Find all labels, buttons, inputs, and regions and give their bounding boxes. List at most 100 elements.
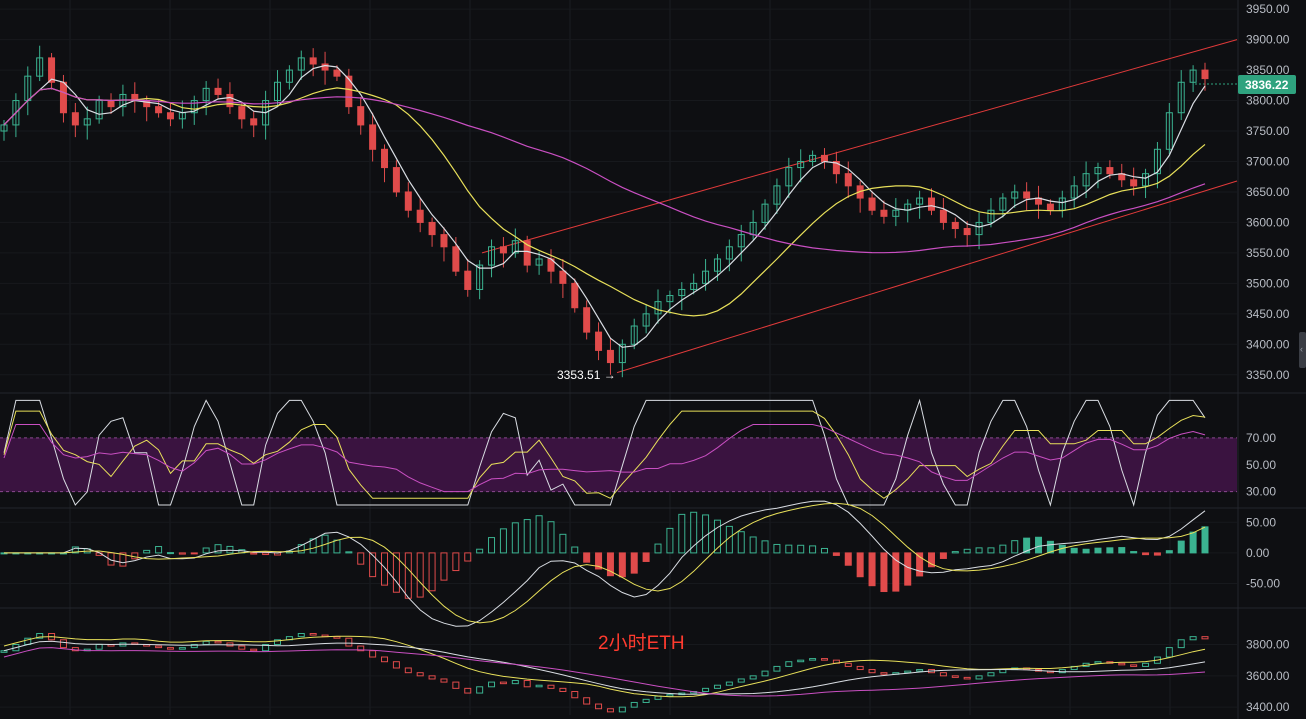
macd-bar <box>476 548 484 554</box>
overview-candle <box>428 675 436 680</box>
scroll-handle[interactable]: ‹ <box>1299 332 1306 368</box>
overview-candle <box>820 658 828 661</box>
macd-bar <box>571 546 579 554</box>
candle-body <box>868 197 876 211</box>
candle-body <box>83 118 91 126</box>
macd-bar <box>190 552 198 555</box>
candle-body <box>190 100 198 114</box>
overview-candle <box>856 665 864 671</box>
candle-body <box>369 124 377 150</box>
candle-body <box>238 106 246 120</box>
macd-bar <box>987 547 995 554</box>
current-price-label: 3836.22 <box>1245 78 1289 92</box>
candle-body <box>963 228 971 236</box>
candle-body <box>1023 191 1031 199</box>
candle-body <box>464 270 472 290</box>
macd-bar <box>1201 526 1209 554</box>
candle-body <box>737 234 745 248</box>
overview-mid-band <box>3 640 1206 695</box>
candle-body <box>1011 191 1019 199</box>
y-tick-label: 3750.00 <box>1246 124 1290 138</box>
macd-bar <box>511 522 519 554</box>
overview-candle <box>749 675 757 680</box>
overview-candle <box>36 633 44 639</box>
candle-body <box>12 100 20 126</box>
candle-body <box>1046 203 1054 211</box>
candle-body <box>0 124 8 132</box>
overview-candle <box>844 662 852 667</box>
macd-bar <box>1153 552 1161 556</box>
candle-body <box>939 209 947 223</box>
overview-panel <box>0 633 1209 713</box>
macd-bar <box>844 552 852 566</box>
macd-bar <box>975 547 983 554</box>
macd-bar <box>1046 540 1054 554</box>
candle-body <box>1201 69 1209 80</box>
overview-candle <box>725 681 733 686</box>
trend-channel <box>481 39 1238 374</box>
ma-slow-line <box>3 87 1206 254</box>
macd-bar <box>963 548 971 554</box>
overview-candle <box>595 703 603 710</box>
candle-body <box>48 57 56 83</box>
macd-bar <box>666 527 674 554</box>
candle-body <box>832 160 840 175</box>
candle-body <box>392 167 400 193</box>
candle-body <box>773 185 781 205</box>
overview-candle <box>1201 636 1209 640</box>
overview-candle <box>713 684 721 689</box>
rsi-lines <box>0 398 1237 507</box>
price-tag-bg <box>1238 75 1296 94</box>
overview-candle <box>951 675 959 678</box>
overview-candle <box>987 672 995 677</box>
candle-body <box>1177 81 1185 114</box>
macd-bar <box>1011 540 1019 554</box>
overview-candle <box>297 633 305 638</box>
macd-bar <box>250 552 258 555</box>
overview-candle <box>571 690 579 699</box>
macd-bar <box>214 544 222 554</box>
candle-body <box>761 203 769 223</box>
candle-body <box>226 93 234 108</box>
y-tick-label: 3600.00 <box>1246 669 1290 683</box>
overview-candle <box>1118 662 1126 666</box>
candle-body <box>892 209 900 217</box>
overview-candle <box>452 681 460 689</box>
overview-upper-band <box>3 635 1206 698</box>
candle-body <box>523 240 531 266</box>
candle-body <box>309 57 317 65</box>
candle-body <box>297 57 305 71</box>
y-tick-label: 3350.00 <box>1246 368 1290 382</box>
candle-body <box>654 301 662 315</box>
price-candles[interactable] <box>0 45 1209 378</box>
macd-bar <box>155 546 163 554</box>
macd-bar <box>856 552 864 578</box>
candle-body <box>1142 173 1150 187</box>
macd-bar <box>1023 537 1031 554</box>
candle-body <box>428 221 436 236</box>
candle-body <box>630 325 638 345</box>
y-tick-label: 3800.00 <box>1246 94 1290 108</box>
candle-body <box>928 197 936 211</box>
overview-candle <box>642 698 650 703</box>
candle-body <box>333 69 341 77</box>
overview-candle <box>416 672 424 677</box>
overview-candle <box>761 670 769 677</box>
macd-bar <box>166 552 174 555</box>
y-tick-label: 3550.00 <box>1246 246 1290 260</box>
overview-candle <box>963 676 971 680</box>
overview-candle <box>773 665 781 672</box>
candle-body <box>1165 112 1173 150</box>
trendline-lower <box>616 180 1238 374</box>
macd-bar <box>618 552 626 578</box>
overview-candle <box>523 680 531 688</box>
y-tick-label: 3600.00 <box>1246 215 1290 229</box>
moving-averages <box>3 64 1206 348</box>
candle-body <box>606 349 614 364</box>
macd-bar <box>309 538 317 554</box>
candle-body <box>1094 167 1102 175</box>
candle-body <box>690 282 698 290</box>
candle-body <box>797 160 805 169</box>
overview-candle <box>214 640 222 644</box>
